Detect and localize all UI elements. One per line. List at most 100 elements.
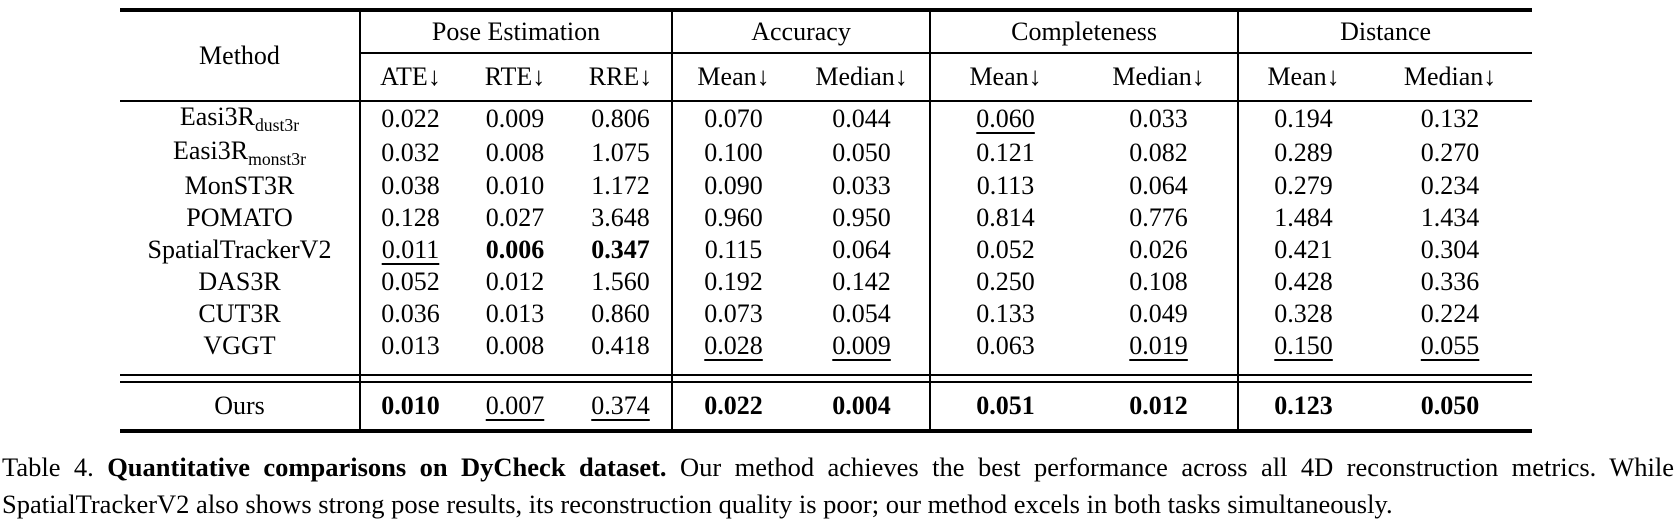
col-header-method: Method (120, 10, 360, 102)
metric-value: 0.421 (1274, 235, 1333, 265)
col-header-rre: RRE↓ (570, 53, 673, 102)
table-cell: 0.150 (1237, 330, 1369, 376)
metric-value: 0.050 (832, 138, 891, 168)
table-cell: 0.008 (460, 136, 570, 170)
metric-value: 0.418 (591, 331, 650, 361)
table-cell: 0.123 (1237, 382, 1369, 434)
table-cell: 0.132 (1368, 101, 1532, 136)
metric-value: 0.010 (485, 171, 545, 201)
table-cell (1080, 374, 1239, 384)
method-name: SpatialTrackerV2 (147, 235, 332, 265)
table-cell: 0.100 (671, 136, 795, 171)
metric-value: 1.172 (591, 171, 650, 201)
metric-value: 0.010 (381, 391, 440, 421)
metric-value: 0.036 (381, 299, 440, 329)
table-cell: 0.234 (1368, 170, 1532, 202)
metric-value: 0.123 (1274, 391, 1333, 421)
metric-value: 0.028 (704, 331, 763, 361)
metric-value: 0.012 (485, 267, 545, 297)
metric-value: 0.950 (832, 203, 891, 233)
metric-value: 0.050 (1420, 391, 1480, 421)
table-cell (929, 374, 1081, 384)
table-cell: 0.063 (929, 330, 1081, 376)
metric-value: 0.012 (1129, 391, 1188, 421)
table-row: POMATO 0.128 0.027 3.648 0.960 0.950 0.814 0.77… (120, 202, 1532, 235)
metric-value: 0.055 (1420, 331, 1480, 361)
table-cell: 0.090 (671, 170, 795, 203)
metric-value: 0.064 (832, 235, 891, 265)
table-cell: 0.006 (460, 234, 570, 266)
metric-value: 0.150 (1274, 331, 1333, 361)
table-cell: 0.960 (671, 202, 795, 235)
table-cell: 0.133 (929, 298, 1081, 331)
table-cell: 0.224 (1368, 298, 1532, 330)
table-cell: 0.073 (671, 298, 795, 331)
method-name: Easi3Rmonst3r (172, 136, 307, 170)
metric-value: 0.279 (1274, 171, 1333, 201)
metric-value: 0.234 (1420, 171, 1480, 201)
table-cell: 0.304 (1368, 234, 1532, 266)
col-group-completeness: Completeness (929, 10, 1239, 54)
table-cell: 0.115 (671, 234, 795, 267)
table-cell: 0.013 (460, 298, 570, 330)
table-cell: 0.142 (794, 266, 930, 298)
table-cell: 0.054 (794, 298, 930, 330)
table-cell: 0.049 (1080, 298, 1238, 330)
col-group-pose-estimation: Pose Estimation (358, 10, 673, 54)
table-cell: 0.374 (570, 382, 673, 434)
table-cell: 0.007 (460, 382, 570, 434)
col-group-distance: Distance (1237, 10, 1533, 54)
paper-table-figure: Method Pose Estimation Accuracy Complete… (0, 8, 1676, 531)
table-cell: 0.806 (570, 101, 672, 136)
metric-value: 1.434 (1420, 203, 1480, 233)
method-name: POMATO (186, 203, 293, 233)
metric-value: 0.013 (485, 299, 545, 329)
metric-value: 0.100 (704, 138, 763, 168)
metric-value: 0.004 (832, 391, 891, 421)
method-name: MonST3R (184, 171, 295, 201)
table-row: SpatialTrackerV2 0.011 0.006 0.347 0.115 0.06… (120, 234, 1532, 267)
metric-value: 0.022 (381, 104, 440, 134)
table-cell: 0.012 (460, 266, 570, 298)
metric-value: 0.051 (976, 391, 1035, 421)
table-cell: 0.418 (570, 330, 672, 375)
table-cell: 0.033 (794, 170, 930, 202)
table-cell (570, 374, 673, 384)
metric-value: 0.860 (591, 299, 650, 329)
metric-value: 0.064 (1129, 171, 1188, 201)
table-cell: 0.421 (1237, 234, 1369, 267)
table-cell: 1.075 (570, 136, 672, 170)
metric-value: 0.224 (1420, 299, 1480, 329)
table-cell: 0.038 (359, 170, 460, 203)
metric-value: 0.032 (381, 138, 440, 168)
col-header-distance-mean: Mean↓ (1237, 53, 1369, 102)
results-table: Method Pose Estimation Accuracy Complete… (120, 8, 1533, 434)
metric-value: 3.648 (591, 203, 650, 233)
table-cell: 0.026 (1080, 234, 1238, 266)
table-row: DAS3R 0.052 0.012 1.560 0.192 0.142 0.250 0.108… (120, 266, 1532, 299)
metric-value: 0.347 (591, 235, 650, 265)
table-cell: 0.860 (570, 298, 672, 330)
method-name: CUT3R (198, 299, 281, 329)
metric-value: 0.108 (1129, 267, 1188, 297)
metric-value: 0.033 (832, 171, 891, 201)
table-cell: 0.108 (1080, 266, 1238, 298)
table-cell: 0.011 (359, 234, 460, 267)
table-cell: 0.009 (794, 330, 930, 375)
table-row: CUT3R 0.036 0.013 0.860 0.073 0.054 0.133 0.049… (120, 298, 1532, 331)
metric-value: 1.075 (591, 138, 650, 168)
caption-body: Our method achieves the best performance… (2, 452, 1674, 520)
metric-value: 0.132 (1420, 104, 1480, 134)
metric-value: 0.009 (832, 331, 891, 361)
table-cell: 0.013 (359, 330, 460, 376)
method-name: DAS3R (198, 267, 281, 297)
table-cell: 0.064 (1080, 170, 1238, 202)
method-name (120, 374, 360, 384)
table-cell: 0.289 (1237, 136, 1369, 171)
metric-value: 0.052 (381, 267, 440, 297)
metric-value: 1.560 (591, 267, 650, 297)
table-row: MonST3R 0.038 0.010 1.172 0.090 0.033 0.113 0.0… (120, 170, 1532, 203)
metric-value: 0.250 (976, 267, 1035, 297)
table-cell: 0.022 (671, 382, 795, 434)
col-header-completeness-median: Median↓ (1080, 53, 1239, 102)
